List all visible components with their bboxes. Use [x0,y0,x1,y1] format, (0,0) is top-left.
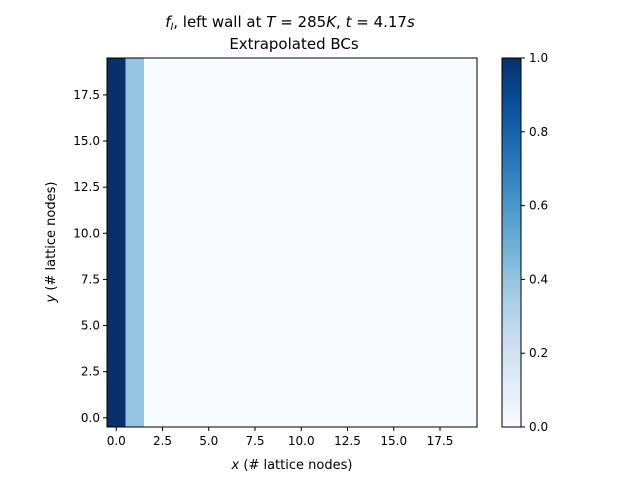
heatmap-column [273,58,293,427]
heatmap-column [125,58,145,427]
heatmap-column [107,58,126,427]
y-axis-label: y (# lattice nodes) [44,182,59,304]
heatmap-column [162,58,182,427]
heatmap-column [458,58,478,427]
colorbar-tick-label: 0.6 [529,199,548,213]
heatmap-column [181,58,200,427]
heatmap-column [384,58,404,427]
colorbar-axis: 0.0 0.2 0.4 0.6 0.8 1.0 [521,51,548,434]
y-axis: 0.0 2.5 5.0 7.5 10.0 12.5 15.0 17.5 [73,88,107,425]
y-tick-label: 5.0 [81,319,100,333]
chart-title: fl, left wall at T = 285K, t = 4.17s Ext… [165,13,415,53]
heatmap-column [255,58,274,427]
heatmap-column [236,58,256,427]
y-tick-label: 2.5 [81,365,100,379]
y-tick-label: 7.5 [81,272,100,286]
heatmap-column [366,58,385,427]
colorbar-tick-label: 1.0 [529,51,548,65]
x-tick-label: 2.5 [153,434,172,448]
colorbar-tick-label: 0.4 [529,272,548,286]
colorbar-tick-label: 0.0 [529,420,548,434]
heatmap-column [144,58,163,427]
x-axis-label: x (# lattice nodes) [231,458,353,473]
heatmap-column [292,58,311,427]
x-axis: 0.0 2.5 5.0 7.5 10.0 12.5 15.0 17.5 [107,427,454,448]
colorbar [501,57,522,428]
x-tick-label: 17.5 [427,434,454,448]
heatmap-column [218,58,237,427]
colorbar-tick-label: 0.2 [529,346,548,360]
y-tick-label: 15.0 [73,134,100,148]
x-tick-label: 10.0 [288,434,315,448]
x-tick-label: 0.0 [107,434,126,448]
y-tick-label: 10.0 [73,226,100,240]
heatmap-column [310,58,330,427]
y-tick-label: 12.5 [73,180,100,194]
y-tick-label: 0.0 [81,411,100,425]
heatmap-column [199,58,219,427]
plot-frame [106,57,478,428]
heatmap-column [347,58,367,427]
heatmap-column [403,58,422,427]
x-tick-label: 5.0 [199,434,218,448]
heatmap-column [421,58,441,427]
heatmap-column [329,58,348,427]
colorbar-tick-label: 0.8 [529,125,548,139]
chart-title-line-1: fl, left wall at T = 285K, t = 4.17s [165,13,415,33]
x-tick-label: 15.0 [380,434,407,448]
x-tick-label: 12.5 [334,434,361,448]
y-tick-label: 17.5 [73,88,100,102]
heatmap-column [440,58,459,427]
chart-title-line-2: Extrapolated BCs [229,35,359,53]
x-tick-label: 7.5 [245,434,264,448]
heatmap-cells [107,58,478,427]
